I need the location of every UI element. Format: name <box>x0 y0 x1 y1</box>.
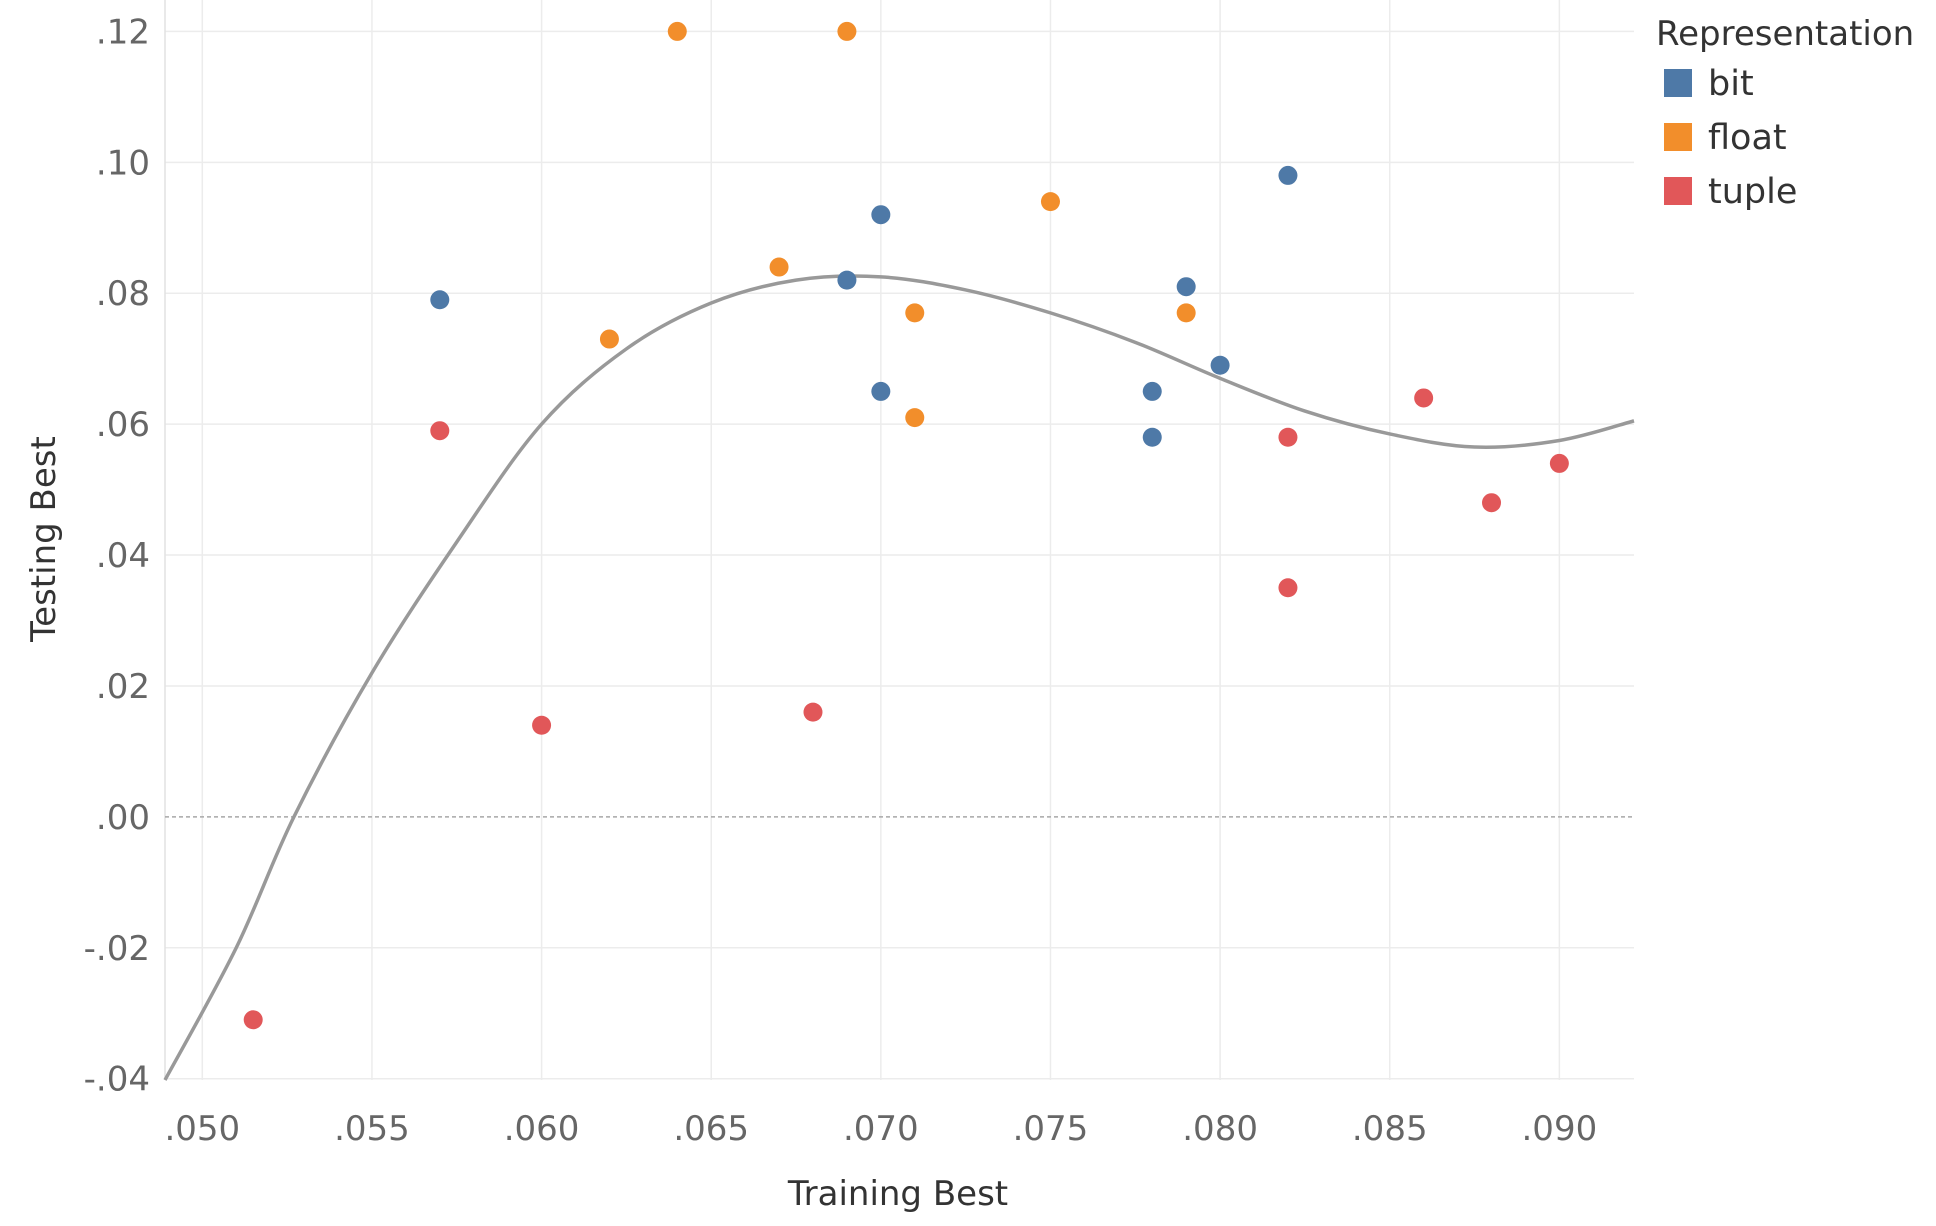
data-point-float[interactable] <box>1176 303 1196 323</box>
data-point-tuple[interactable] <box>1278 427 1298 447</box>
legend-label-bit: bit <box>1708 64 1754 104</box>
x-tick-label: .065 <box>673 1109 749 1149</box>
data-point-tuple[interactable] <box>1414 388 1434 408</box>
data-point-bit[interactable] <box>1176 277 1196 297</box>
trend-line <box>163 274 1635 1081</box>
data-point-bit[interactable] <box>837 270 857 290</box>
x-tick-label: .090 <box>1522 1109 1598 1149</box>
y-axis-title: Testing Best <box>24 436 64 643</box>
x-tick-label: .050 <box>164 1109 240 1149</box>
y-tick-label: -.04 <box>84 1060 150 1100</box>
y-tick-label: .12 <box>96 12 150 52</box>
x-tick-label: .085 <box>1352 1109 1428 1149</box>
points-layer <box>243 21 1569 1030</box>
legend-label-tuple: tuple <box>1708 172 1797 212</box>
data-point-float[interactable] <box>837 21 857 41</box>
legend-items: bit float tuple <box>1664 64 1797 212</box>
data-point-bit[interactable] <box>1278 165 1298 185</box>
data-point-tuple[interactable] <box>532 715 552 735</box>
data-point-float[interactable] <box>905 303 925 323</box>
trend-line-layer <box>163 274 1635 1081</box>
data-point-bit[interactable] <box>871 205 891 225</box>
data-point-bit[interactable] <box>1142 427 1162 447</box>
data-point-tuple[interactable] <box>243 1010 263 1030</box>
y-tick-label: .00 <box>96 798 150 838</box>
x-tick-labels: .050 .055 .060 .065 .070 .075 .080 .085 .090 <box>164 1109 1597 1149</box>
data-point-float[interactable] <box>905 408 925 428</box>
data-point-bit[interactable] <box>1210 355 1230 375</box>
x-tick-label: .055 <box>334 1109 410 1149</box>
y-tick-labels: -.04 -.02 .00 .02 .04 .06 .08 .10 .12 <box>84 12 150 1099</box>
y-tick-label: -.02 <box>84 929 150 969</box>
y-tick-label: .10 <box>96 143 150 183</box>
data-point-bit[interactable] <box>871 381 891 401</box>
legend-title: Representation <box>1656 14 1914 54</box>
legend-swatch-bit <box>1664 69 1692 97</box>
data-point-tuple[interactable] <box>1482 493 1502 513</box>
data-point-float[interactable] <box>599 329 619 349</box>
y-tick-label: .06 <box>96 405 150 445</box>
legend: Representation bit float tuple <box>1656 14 1914 212</box>
data-point-float[interactable] <box>769 257 789 277</box>
grid-layer <box>164 0 1634 1080</box>
y-tick-label: .02 <box>96 667 150 707</box>
y-tick-label: .04 <box>96 536 150 576</box>
data-point-float[interactable] <box>667 21 687 41</box>
x-tick-label: .080 <box>1182 1109 1258 1149</box>
data-point-tuple[interactable] <box>1278 578 1298 598</box>
data-point-tuple[interactable] <box>1549 453 1569 473</box>
data-point-float[interactable] <box>1040 192 1060 212</box>
x-tick-label: .060 <box>504 1109 580 1149</box>
data-point-bit[interactable] <box>1142 381 1162 401</box>
data-point-bit[interactable] <box>430 290 450 310</box>
legend-label-float: float <box>1708 118 1787 158</box>
x-tick-label: .070 <box>843 1109 919 1149</box>
data-point-tuple[interactable] <box>430 421 450 441</box>
y-tick-label: .08 <box>96 274 150 314</box>
data-point-tuple[interactable] <box>803 702 823 722</box>
x-tick-label: .075 <box>1013 1109 1089 1149</box>
legend-swatch-tuple <box>1664 177 1692 205</box>
legend-swatch-float <box>1664 123 1692 151</box>
x-axis-title: Training Best <box>787 1174 1008 1214</box>
